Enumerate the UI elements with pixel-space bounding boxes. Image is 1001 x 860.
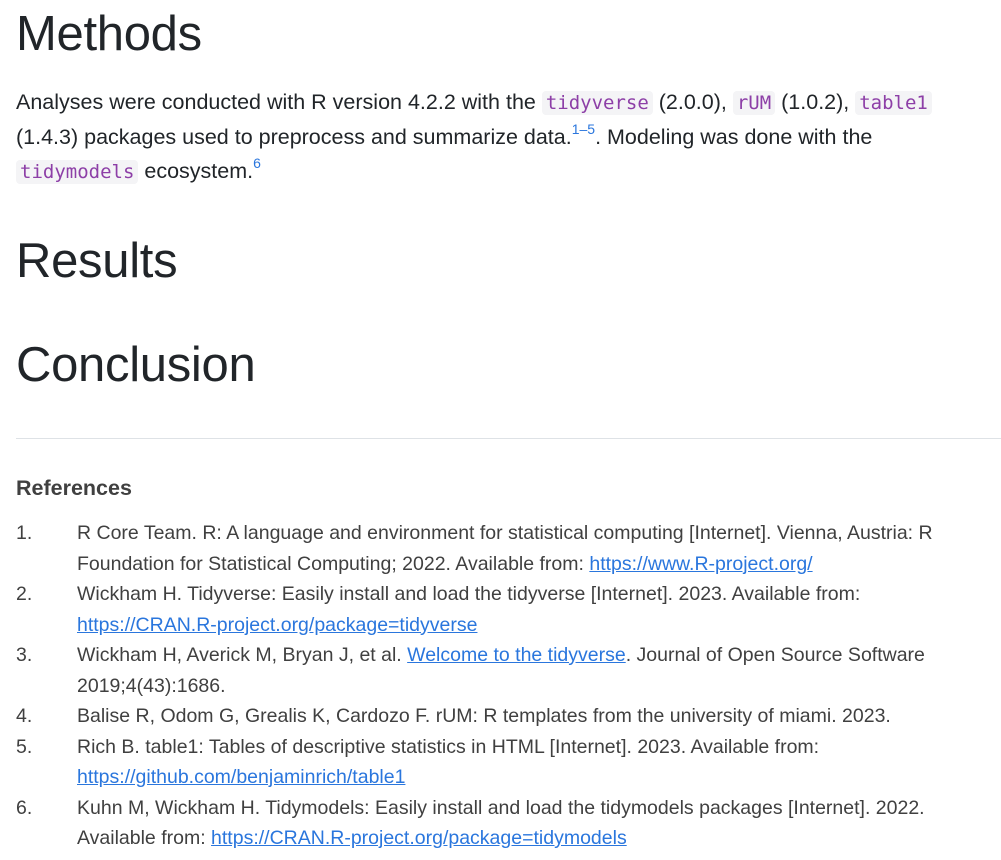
- reference-item: 5. Rich B. table1: Tables of descriptive…: [16, 732, 991, 793]
- reference-text-part: Kuhn M, Wickham H. Tidymodels: Easily in…: [77, 796, 925, 850]
- reference-link[interactable]: Welcome to the tidyverse: [407, 644, 626, 666]
- package-table1: table1: [855, 91, 932, 115]
- reference-text: Wickham H. Tidyverse: Easily install and…: [77, 579, 991, 640]
- citation-1-5[interactable]: 1–5: [572, 121, 595, 137]
- reference-link[interactable]: https://CRAN.R-project.org/package=tidyv…: [77, 613, 478, 636]
- reference-number: 2.: [16, 583, 33, 605]
- heading-methods: Methods: [16, 7, 202, 61]
- reference-text: Rich B. table1: Tables of descriptive st…: [77, 732, 991, 793]
- references-list: 1. R Core Team. R: A language and enviro…: [16, 518, 991, 854]
- reference-item: 4. Balise R, Odom G, Grealis K, Cardozo …: [16, 701, 991, 732]
- reference-text: Balise R, Odom G, Grealis K, Cardozo F. …: [77, 701, 991, 732]
- reference-link[interactable]: https://www.R-project.org/: [589, 552, 813, 575]
- reference-text: Kuhn M, Wickham H. Tidymodels: Easily in…: [77, 793, 991, 854]
- reference-number: 5.: [16, 735, 33, 758]
- reference-number: 1.: [16, 522, 33, 544]
- heading-conclusion: Conclusion: [16, 338, 256, 392]
- reference-text-part: . Journal of Open Source Software 2019;4…: [77, 644, 925, 697]
- references-heading: References: [16, 476, 132, 500]
- methods-text: Analyses were conducted with R version 4…: [16, 90, 542, 114]
- reference-item: 3. Wickham H, Averick M, Bryan J, et al.…: [16, 640, 991, 701]
- package-tidymodels: tidymodels: [16, 160, 139, 184]
- methods-text: . Modeling was done with the: [595, 125, 873, 149]
- reference-text-part: Wickham H, Averick M, Bryan J, et al.: [77, 644, 408, 666]
- package-tidyverse: tidyverse: [541, 91, 653, 115]
- citation-link[interactable]: 1–5: [571, 120, 596, 137]
- package-rum: rUM: [732, 91, 776, 115]
- citation-6[interactable]: 6: [253, 155, 261, 171]
- section-divider: [16, 438, 1001, 439]
- reference-number: 6.: [16, 796, 33, 819]
- methods-paragraph: Analyses were conducted with R version 4…: [16, 85, 991, 189]
- reference-item: 6. Kuhn M, Wickham H. Tidymodels: Easily…: [16, 793, 991, 854]
- reference-number: 3.: [16, 644, 33, 666]
- methods-text: (2.0.0),: [652, 90, 733, 114]
- reference-link[interactable]: https://CRAN.R-project.org/package=tidym…: [211, 827, 627, 849]
- methods-text: (1.0.2),: [775, 90, 856, 114]
- reference-text-part: R Core Team. R: A language and environme…: [77, 522, 933, 575]
- heading-results: Results: [16, 234, 178, 288]
- citation-link[interactable]: 6: [253, 154, 261, 171]
- reference-link[interactable]: https://github.com/benjaminrich/table1: [77, 766, 406, 788]
- reference-text-part: Wickham H. Tidyverse: Easily install and…: [77, 583, 861, 605]
- methods-text: (1.4.3) packages used to preprocess and …: [16, 125, 572, 149]
- reference-item: 2. Wickham H. Tidyverse: Easily install …: [16, 579, 991, 640]
- reference-text: Wickham H, Averick M, Bryan J, et al. We…: [77, 640, 991, 701]
- reference-text-part: Rich B. table1: Tables of descriptive st…: [77, 735, 820, 758]
- reference-number: 4.: [16, 705, 33, 727]
- methods-text: ecosystem.: [138, 159, 254, 183]
- reference-text-part: Balise R, Odom G, Grealis K, Cardozo F. …: [77, 705, 891, 727]
- reference-item: 1. R Core Team. R: A language and enviro…: [16, 518, 991, 579]
- reference-text: R Core Team. R: A language and environme…: [77, 518, 991, 579]
